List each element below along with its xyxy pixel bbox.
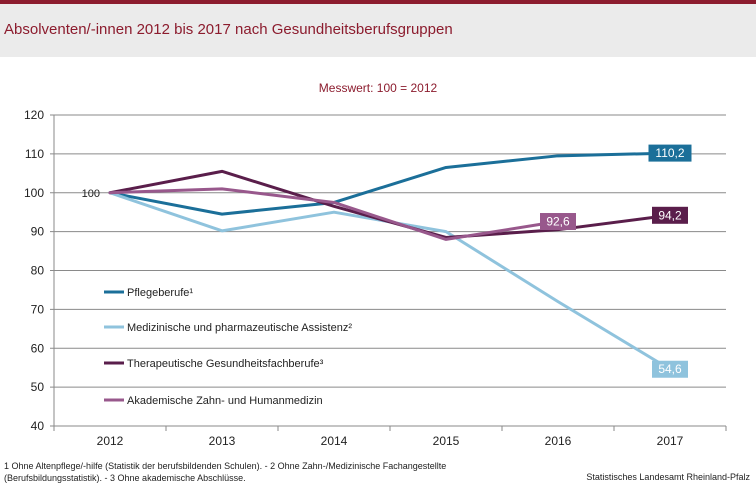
data-label-start: 100 bbox=[82, 188, 100, 200]
y-tick-label: 60 bbox=[31, 341, 45, 355]
data-label-box-3 bbox=[652, 360, 688, 378]
data-label-4: 94,2 bbox=[658, 208, 682, 222]
footnote-line-2: (Berufsbildungsstatistik). - 3 Ohne akad… bbox=[4, 473, 246, 483]
series-line-3 bbox=[108, 169, 672, 239]
series-line-2 bbox=[108, 191, 672, 371]
y-tick-label: 90 bbox=[31, 225, 45, 239]
y-tick-label: 80 bbox=[31, 264, 45, 278]
x-tick-label: 2014 bbox=[321, 434, 348, 448]
top-accent-bar bbox=[0, 0, 756, 4]
y-tick-label: 40 bbox=[31, 419, 45, 433]
y-tick-label: 70 bbox=[31, 302, 45, 316]
y-tick-label: 120 bbox=[24, 108, 44, 122]
data-label-5: 92,6 bbox=[546, 215, 570, 229]
x-tick-label: 2017 bbox=[657, 434, 684, 448]
data-label-box-2 bbox=[648, 144, 692, 162]
legend-label-4: Akademische Zahn- und Humanmedizin bbox=[127, 395, 323, 407]
y-tick-label: 110 bbox=[25, 147, 44, 161]
footnote-line-1: 1 Ohne Altenpflege/-hilfe (Statistik der… bbox=[4, 461, 447, 471]
legend-label-2: Medizinische und pharmazeutische Assiste… bbox=[127, 322, 352, 334]
x-tick-label: 2013 bbox=[209, 434, 236, 448]
series-line-4 bbox=[108, 187, 560, 241]
y-tick-label: 50 bbox=[31, 380, 45, 394]
data-label-box-5 bbox=[540, 213, 576, 231]
footnote: 1 Ohne Altenpflege/-hilfe (Statistik der… bbox=[4, 460, 564, 484]
chart-title: Absolventen/-innen 2012 bis 2017 nach Ge… bbox=[4, 21, 453, 38]
source-label: Statistisches Landesamt Rheinland-Pfalz bbox=[586, 472, 750, 482]
data-label-3: 54,6 bbox=[658, 362, 682, 376]
series-line-1 bbox=[108, 151, 672, 216]
x-tick-label: 2016 bbox=[545, 434, 572, 448]
legend-label-3: Therapeutische Gesundheitsfachberufe³ bbox=[127, 358, 324, 370]
x-tick-label: 2012 bbox=[97, 434, 124, 448]
y-tick-label: 100 bbox=[24, 186, 44, 200]
header-band: Absolventen/-innen 2012 bis 2017 nach Ge… bbox=[0, 4, 756, 57]
data-label-2: 110,2 bbox=[655, 146, 684, 160]
x-tick-label: 2015 bbox=[433, 434, 460, 448]
chart-subtitle: Messwert: 100 = 2012 bbox=[318, 81, 438, 95]
data-label-box-4 bbox=[652, 206, 688, 224]
legend-label-1: Pflegeberufe¹ bbox=[127, 287, 193, 299]
